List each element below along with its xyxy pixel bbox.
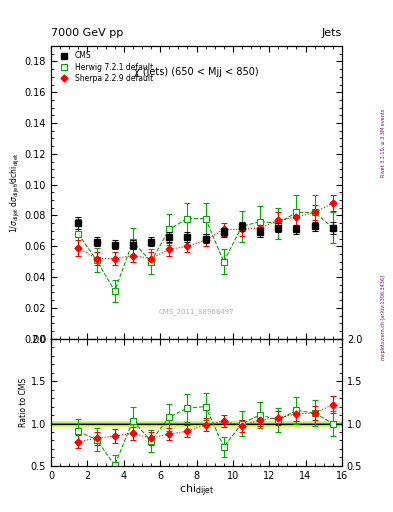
Sherpa 2.2.9 default: [276, 217, 281, 223]
Sherpa 2.2.9 default: [130, 252, 135, 259]
Line: Sherpa 2.2.9 default: Sherpa 2.2.9 default: [76, 201, 335, 261]
CMS: [76, 220, 81, 226]
Sherpa 2.2.9 default: [331, 200, 335, 206]
Sherpa 2.2.9 default: [167, 246, 172, 252]
Herwig 7.2.1 default: [240, 223, 244, 229]
X-axis label: chi$_\mathregular{dijet}$: chi$_\mathregular{dijet}$: [179, 482, 214, 499]
Sherpa 2.2.9 default: [312, 209, 317, 216]
Text: χ (jets) (650 < Mjj < 850): χ (jets) (650 < Mjj < 850): [134, 67, 259, 77]
Y-axis label: $1/\sigma_\mathrm{dijet}\ \mathrm{d}\sigma_\mathrm{dijet}/\mathrm{dchi}_\mathrm{: $1/\sigma_\mathrm{dijet}\ \mathrm{d}\sig…: [9, 152, 22, 233]
Bar: [51, 421, 342, 426]
CMS: [294, 226, 299, 232]
Herwig 7.2.1 default: [76, 231, 81, 237]
Text: mcplots.cern.ch [arXiv:1306.3436]: mcplots.cern.ch [arXiv:1306.3436]: [381, 275, 386, 360]
Sherpa 2.2.9 default: [76, 245, 81, 251]
CMS: [276, 225, 281, 231]
Herwig 7.2.1 default: [258, 219, 263, 225]
CMS: [203, 236, 208, 242]
Sherpa 2.2.9 default: [240, 226, 244, 232]
Herwig 7.2.1 default: [331, 225, 335, 231]
CMS: [258, 229, 263, 236]
Sherpa 2.2.9 default: [149, 255, 153, 262]
Sherpa 2.2.9 default: [294, 214, 299, 220]
Herwig 7.2.1 default: [203, 216, 208, 222]
CMS: [130, 242, 135, 248]
Line: CMS: CMS: [75, 220, 336, 248]
CMS: [112, 242, 117, 248]
Legend: CMS, Herwig 7.2.1 default, Sherpa 2.2.9 default: CMS, Herwig 7.2.1 default, Sherpa 2.2.9 …: [55, 50, 154, 84]
Line: Herwig 7.2.1 default: Herwig 7.2.1 default: [75, 209, 336, 294]
Herwig 7.2.1 default: [312, 209, 317, 216]
CMS: [312, 223, 317, 229]
Herwig 7.2.1 default: [276, 220, 281, 226]
Sherpa 2.2.9 default: [185, 243, 190, 249]
Herwig 7.2.1 default: [130, 239, 135, 245]
Text: 7000 GeV pp: 7000 GeV pp: [51, 28, 123, 38]
Sherpa 2.2.9 default: [203, 237, 208, 243]
Sherpa 2.2.9 default: [112, 255, 117, 262]
Herwig 7.2.1 default: [149, 259, 153, 265]
CMS: [167, 234, 172, 240]
Text: Jets: Jets: [321, 28, 342, 38]
CMS: [94, 239, 99, 245]
Sherpa 2.2.9 default: [258, 225, 263, 231]
Herwig 7.2.1 default: [221, 259, 226, 265]
CMS: [185, 234, 190, 240]
CMS: [331, 225, 335, 231]
Sherpa 2.2.9 default: [94, 255, 99, 262]
Herwig 7.2.1 default: [185, 216, 190, 222]
Herwig 7.2.1 default: [167, 226, 172, 232]
Sherpa 2.2.9 default: [221, 226, 226, 232]
Y-axis label: Ratio to CMS: Ratio to CMS: [19, 378, 28, 427]
Herwig 7.2.1 default: [112, 288, 117, 294]
CMS: [149, 239, 153, 245]
CMS: [221, 229, 226, 236]
Herwig 7.2.1 default: [294, 209, 299, 216]
Text: Rivet 3.1.10, ≥ 3.3M events: Rivet 3.1.10, ≥ 3.3M events: [381, 109, 386, 178]
CMS: [240, 223, 244, 229]
Herwig 7.2.1 default: [94, 257, 99, 263]
Text: CMS_2011_S8968497: CMS_2011_S8968497: [159, 309, 234, 315]
